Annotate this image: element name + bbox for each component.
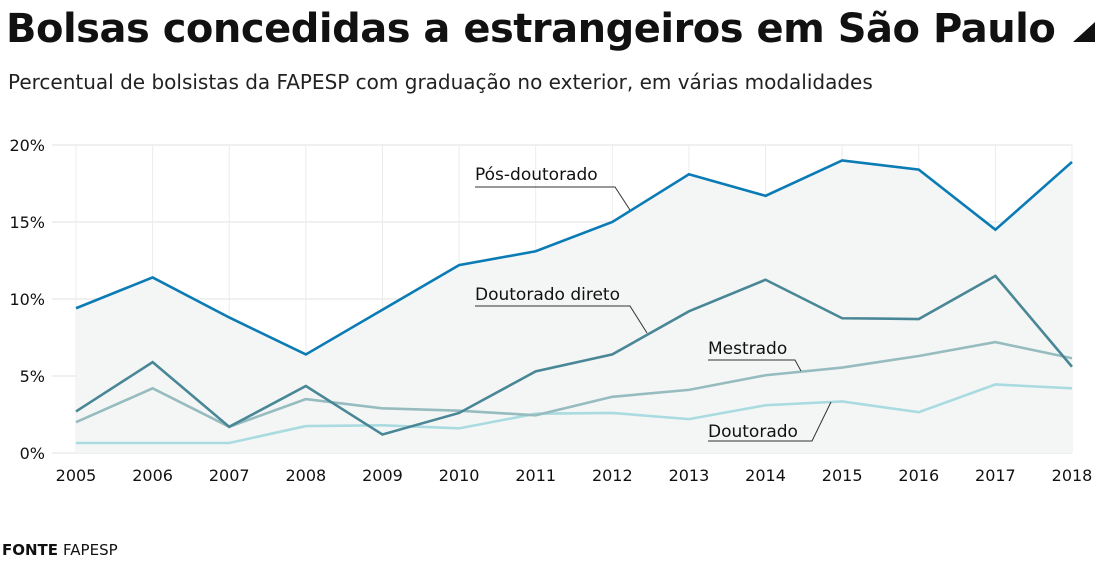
source-footer: FONTE FAPESP bbox=[2, 541, 118, 559]
series-label-pos-doutorado: Pós-doutorado bbox=[475, 165, 598, 185]
x-tick-label: 2011 bbox=[515, 466, 556, 485]
x-tick-label: 2006 bbox=[132, 466, 173, 485]
x-tick-label: 2005 bbox=[56, 466, 97, 485]
leader-line bbox=[475, 186, 631, 211]
page-title: Bolsas concedidas a estrangeiros em São … bbox=[6, 6, 1056, 52]
leader-line bbox=[475, 305, 648, 334]
x-tick-label: 2007 bbox=[209, 466, 250, 485]
x-tick-label: 2017 bbox=[975, 466, 1016, 485]
series-line-doutorado bbox=[76, 383, 1073, 445]
series-line-doutorado-direto bbox=[75, 274, 1073, 436]
line-chart: 0% 5% 10% 15% 20% 2005 2006 2007 2008 2009 2010 201… bbox=[9, 136, 1092, 485]
chart-subtitle: Percentual de bolsistas da FAPESP com gr… bbox=[8, 70, 873, 94]
series-label-doutorado-direto: Doutorado direto bbox=[475, 285, 620, 305]
y-tick-label: 5% bbox=[20, 367, 45, 386]
x-tick-label: 2013 bbox=[669, 466, 710, 485]
axis-layer: 0% 5% 10% 15% 20% 2005 2006 2007 2008 2009 2010 201… bbox=[9, 136, 1092, 485]
leader-line bbox=[708, 401, 832, 442]
x-tick-label: 2015 bbox=[822, 466, 863, 485]
series-line-pos-doutorado bbox=[75, 159, 1073, 356]
leader-line bbox=[708, 359, 802, 372]
series-line-mestrado bbox=[75, 340, 1073, 429]
x-tick-label: 2014 bbox=[745, 466, 786, 485]
annotation-layer: Pós-doutorado Doutorado direto Mestrado Dou… bbox=[475, 165, 832, 442]
x-tick-label: 2012 bbox=[592, 466, 633, 485]
line-layer bbox=[75, 159, 1073, 445]
y-tick-label: 15% bbox=[9, 213, 45, 232]
series-label-doutorado: Doutorado bbox=[708, 422, 798, 442]
y-tick-label: 10% bbox=[9, 290, 45, 309]
source-label: FONTE bbox=[2, 541, 59, 559]
y-tick-label: 20% bbox=[9, 136, 45, 155]
corner-triangle-icon bbox=[1073, 22, 1095, 42]
series-label-mestrado: Mestrado bbox=[708, 339, 787, 359]
source-name: FAPESP bbox=[63, 541, 118, 559]
x-tick-label: 2018 bbox=[1052, 466, 1093, 485]
x-tick-label: 2009 bbox=[362, 466, 403, 485]
x-tick-label: 2016 bbox=[898, 466, 939, 485]
area-layer bbox=[76, 160, 1072, 453]
y-tick-label: 0% bbox=[20, 444, 45, 463]
area-fill bbox=[76, 160, 1072, 453]
x-tick-label: 2008 bbox=[285, 466, 326, 485]
x-tick-label: 2010 bbox=[439, 466, 480, 485]
